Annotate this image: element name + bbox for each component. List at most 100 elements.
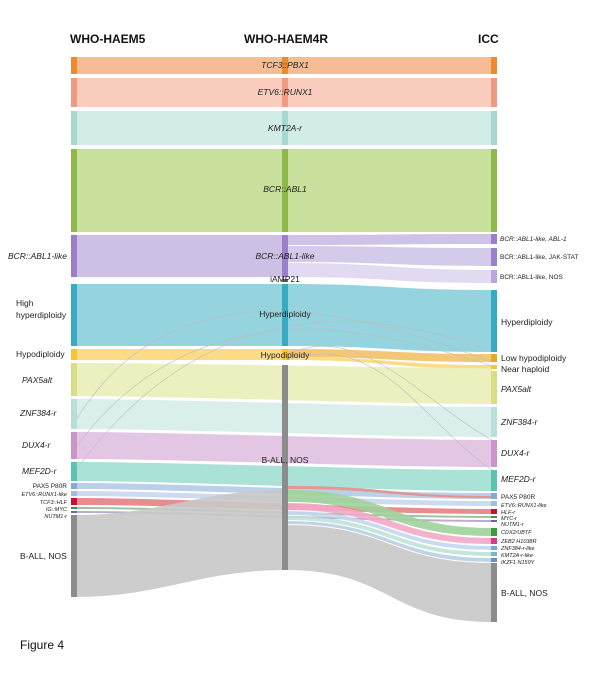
node-left-nutm1 [71,511,77,513]
label-iamp21: iAMP21 [270,274,300,284]
label-bcr-abl1: BCR::ABL1 [263,184,307,194]
node-right-dux4 [491,440,497,467]
node-left-pax5-p80r [71,483,77,489]
right-label-ikzf1: IKZF1 N159Y [501,560,535,566]
flow-hypo-near [286,357,492,369]
node-left-ig-myc [71,507,77,509]
right-label-jakstat: BCR::ABL1-like, JAK-STAT [500,254,579,261]
node-mid-kmt2a [282,111,288,145]
right-label-kmt2a-like: KMT2A-r-like [501,553,533,559]
center-labels: TCF3::PBX1 ETV6::RUNX1 KMT2A-r BCR::ABL1… [255,60,314,465]
right-label-znf384: ZNF384-r [500,417,539,427]
flow-hypo-left [76,349,286,360]
right-label-nutm1: NUTM1-r [501,522,525,528]
right-labels: BCR::ABL1-like, ABL-1 BCR::ABL1-like, JA… [500,236,579,598]
flow-hypo-low [286,349,492,362]
left-label-high-hyper-2: hyperdiploidy [16,310,67,320]
node-right-cdx2 [491,528,497,536]
node-right-nos [491,563,497,622]
node-left-tcf3-pbx1 [71,57,77,74]
header-icc: ICC [478,32,499,46]
right-label-zeb2: ZEB2 H1038R [500,539,536,545]
left-label-znf384: ZNF384-r [19,408,58,418]
node-right-nutm1 [491,520,497,522]
node-left-bcr-like [71,235,77,277]
right-label-near-haploid: Near haploid [501,364,549,374]
node-left-pax5alt [71,363,77,396]
node-left-etv6-like [71,491,77,496]
right-label-etv6-like: ETV6::RUNX1-like [501,503,547,509]
flow-nos-znf384-like [286,511,492,550]
node-right-tcf3-pbx1 [491,57,497,74]
left-label-nutm1: NUTM1-r [44,514,68,520]
left-label-bcr-like: BCR::ABL1-like [8,251,67,261]
node-left-bcr-abl1 [71,149,77,232]
flow-hyper-left [76,284,286,346]
right-label-cdx2: CDX2/UBTF [501,530,532,536]
label-bcr-abl1-like: BCR::ABL1-like [255,251,314,261]
label-etv6-runx1: ETV6::RUNX1 [258,87,313,97]
left-label-hypodiploidy: Hypodiploidy [16,349,65,359]
right-label-abl1-text: BCR::ABL1-like, ABL-1 [500,236,567,243]
right-label-pax5alt: PAX5alt [501,384,532,394]
node-mid-hypo [282,349,288,360]
flow-bcr-like-nos [286,263,492,283]
left-labels: BCR::ABL1-like High hyperdiploidy Hypodi… [8,251,68,561]
node-right-myc [491,516,497,518]
label-hyperdiploidy: Hyperdiploidy [259,309,311,319]
label-tcf3-pbx1: TCF3::PBX1 [261,60,309,70]
right-label-hlf: HLF-r [501,510,516,516]
node-mid-bcr-like [282,235,288,277]
node-right-abl1 [491,234,497,244]
node-right-pax5alt [491,371,497,404]
flow-bcr-like-abl1 [286,234,492,245]
node-mid-nos [282,365,288,570]
thin-arc-1 [75,311,493,421]
node-mid-iamp21 [282,279,288,282]
node-right-hyper [491,290,497,352]
node-left-hypo [71,349,77,360]
node-left-nos [71,515,77,597]
right-label-ball-nos: B-ALL, NOS [501,588,548,598]
left-label-tcf3-hlf: TCF3::HLF [40,500,68,506]
right-label-myc: MYC-r [501,516,518,522]
flow-hyper-right [286,284,492,352]
node-left-dux4 [71,432,77,459]
node-right-zeb2 [491,538,497,544]
header-who-haem4r: WHO-HAEM4R [244,32,328,46]
node-right-hlf [491,509,497,514]
flow-bcr-like-left [76,235,286,277]
flow-nos-pax5-p80r [286,486,492,498]
node-right-jakstat [491,248,497,266]
right-label-abl1: BCR::ABL1-like, ABL-1 [500,236,567,243]
node-mid-etv6-runx1 [282,78,288,107]
label-kmt2a: KMT2A-r [268,123,303,133]
flow-nos-cdx2 [286,490,492,536]
flow-nos-ikzf1 [286,521,492,562]
left-label-ball-nos: B-ALL, NOS [20,551,67,561]
node-left-kmt2a [71,111,77,145]
node-right-near-haploid [491,365,497,369]
node-left-hyper [71,284,77,346]
node-right-etv6-like [491,501,497,506]
node-right-bcr-nos [491,270,497,283]
right-label-low-hypo: Low hypodiploidy [501,353,567,363]
right-label-hyperdiploidy: Hyperdiploidy [501,317,553,327]
node-mid-bcr-abl1 [282,149,288,232]
right-label-bcr-nos: BCR::ABL1-like, NOS [500,274,564,281]
node-left-znf384 [71,399,77,429]
node-right-ikzf1 [491,558,497,562]
node-right-low-hypo [491,354,497,362]
left-label-dux4: DUX4-r [22,440,52,450]
flow-nos-zeb2 [286,503,492,544]
node-right-kmt2a [491,111,497,145]
thin-arc-2 [75,329,493,448]
thin-arc-5 [285,346,493,441]
node-right-bcr-abl1 [491,149,497,232]
node-mid-hyper [282,284,288,346]
left-label-pax5alt: PAX5alt [22,375,53,385]
right-label-znf384-like: ZNF384-r-like [500,546,535,552]
node-left-mef2d [71,462,77,481]
figure-caption: Figure 4 [20,638,64,652]
